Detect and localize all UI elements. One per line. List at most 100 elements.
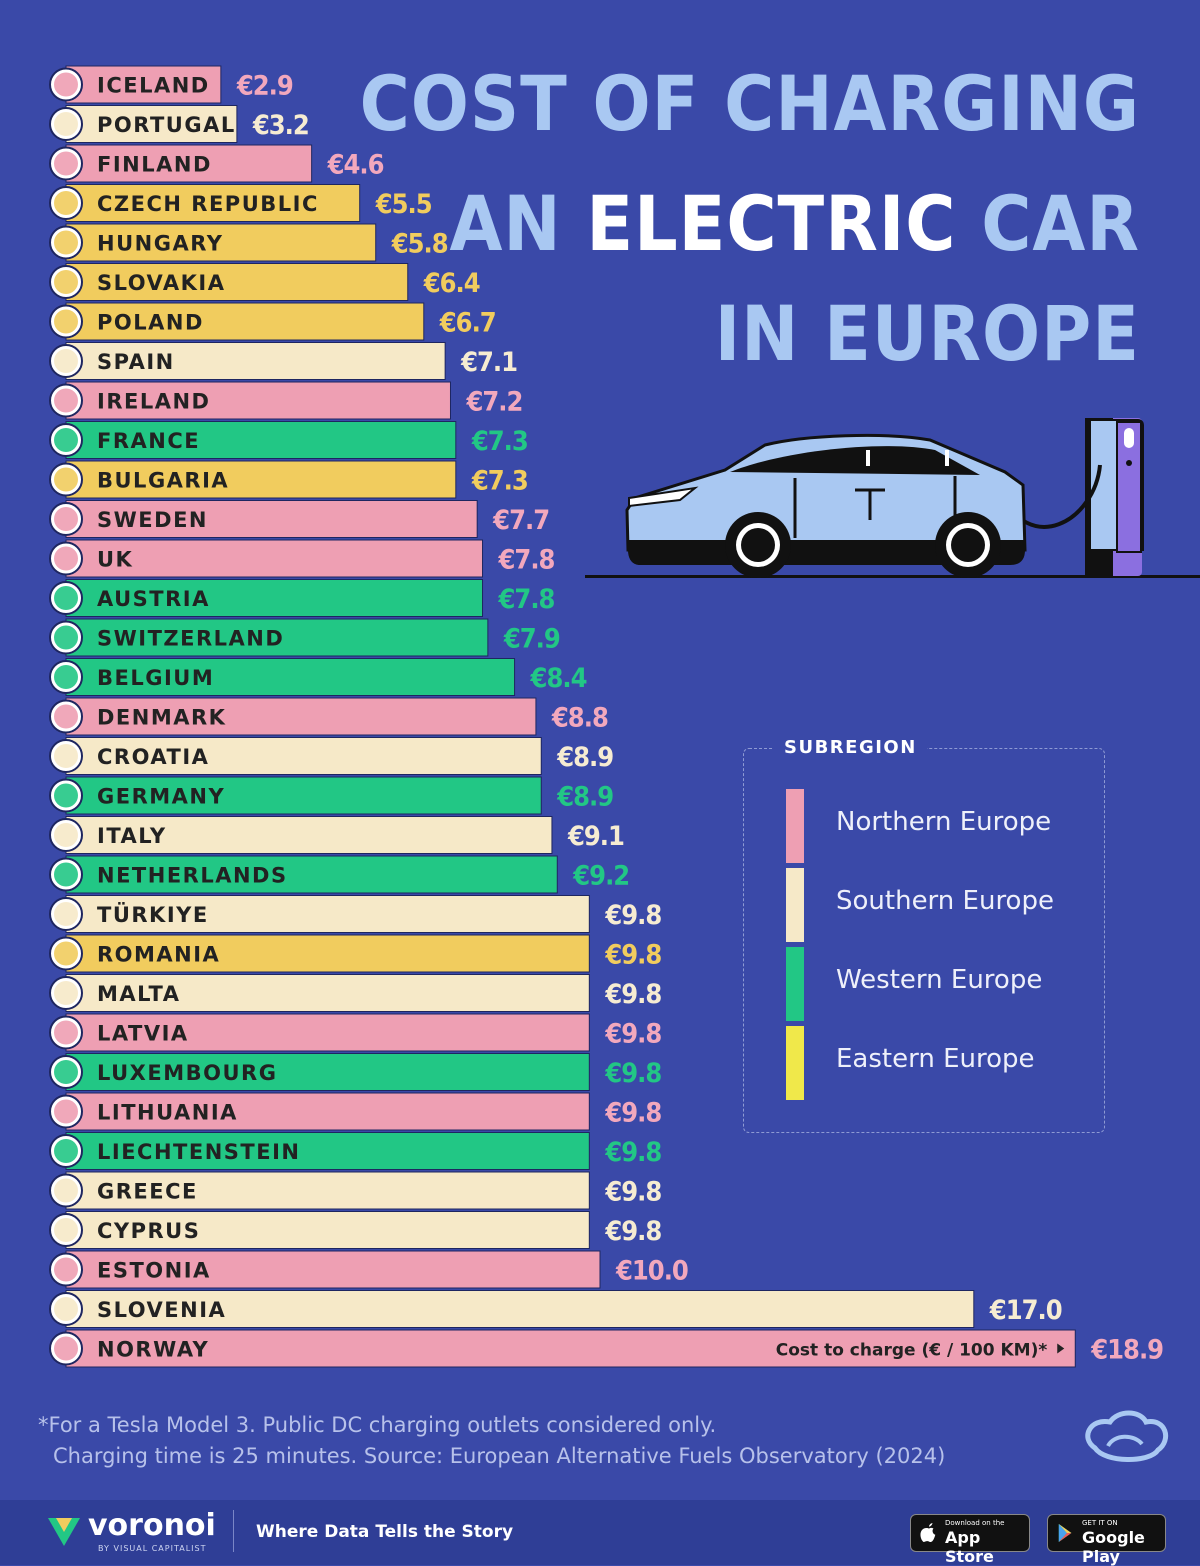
bar-category-label: FRANCE <box>97 429 200 453</box>
flag-icon-inner <box>54 1297 78 1321</box>
bar <box>65 1013 590 1052</box>
flag-icon-inner <box>54 665 78 689</box>
bar <box>65 65 222 104</box>
legend-item-northern: Northern Europe <box>786 789 1086 863</box>
flag-icon-inner <box>54 1178 78 1203</box>
bar-category-label: LATVIA <box>97 1022 189 1046</box>
flag-icon-inner <box>54 981 78 1005</box>
flag-icon-inner <box>54 823 78 847</box>
google-play-button[interactable]: GET IT ON Google Play <box>1047 1514 1166 1566</box>
legend-label: Western Europe <box>836 965 1043 995</box>
app-store-button[interactable]: Download on the App Store <box>910 1514 1030 1566</box>
bar-category-label: LIECHTENSTEIN <box>97 1140 300 1164</box>
bar-category-label: ITALY <box>97 824 167 848</box>
title-electric: ELECTRIC <box>586 179 957 268</box>
google-play-icon <box>1058 1524 1072 1542</box>
flag-icon-inner <box>54 625 78 650</box>
bar <box>65 1053 590 1091</box>
footer: voronoi BY VISUAL CAPITALIST Where Data … <box>0 1500 1200 1566</box>
footnote: *For a Tesla Model 3. Public DC charging… <box>38 1410 945 1472</box>
flag-icon-inner <box>54 862 78 887</box>
title-line-2: AN ELECTRIC CAR <box>449 186 1140 262</box>
bar <box>65 500 478 538</box>
car-charger-illustration <box>585 418 1200 578</box>
bar-category-label: ICELAND <box>97 74 210 98</box>
title-car: CAR <box>981 179 1140 268</box>
bar <box>65 855 558 894</box>
bar-value-label: €4.6 <box>327 150 384 181</box>
bar-value-label: €7.8 <box>498 584 555 615</box>
bar-category-label: TÜRKIYE <box>97 902 209 927</box>
bar-value-label: €2.9 <box>236 71 293 102</box>
flag-icon-inner <box>54 388 78 413</box>
bar-category-label: SLOVENIA <box>97 1298 226 1322</box>
brand-sub: BY VISUAL CAPITALIST <box>98 1544 207 1553</box>
bar-value-label: €9.8 <box>604 1098 661 1129</box>
bar <box>65 144 313 183</box>
bar-value-label: €5.5 <box>375 189 432 220</box>
flag-icon-inner <box>54 309 78 334</box>
flag-icon-inner <box>54 1020 78 1045</box>
bar-category-label: GREECE <box>97 1180 198 1204</box>
flag-icon-inner <box>54 467 78 492</box>
flag-icon-inner <box>54 72 78 97</box>
legend-item-western: Western Europe <box>786 947 1086 1021</box>
legend-label: Eastern Europe <box>836 1044 1035 1074</box>
bar <box>65 342 446 380</box>
bar <box>65 737 542 775</box>
flag-icon-inner <box>54 546 78 571</box>
flag-icon-inner <box>54 1060 78 1084</box>
bar <box>65 460 457 499</box>
bar-category-label: SPAIN <box>97 350 175 374</box>
bar-category-label: NORWAY <box>97 1338 209 1362</box>
footer-divider <box>233 1510 234 1552</box>
flag-icon-inner <box>54 112 78 136</box>
bar-value-label: €7.2 <box>465 387 522 418</box>
bar-category-label: SLOVAKIA <box>97 271 225 295</box>
flag-icon-inner <box>54 586 78 610</box>
bar-value-label: €9.8 <box>604 1137 661 1168</box>
bar <box>65 539 484 578</box>
legend-swatch-eastern <box>786 1026 804 1100</box>
flag-icon-inner <box>54 1257 78 1282</box>
bar-value-label: €9.2 <box>572 861 629 892</box>
voronoi-logo-icon <box>48 1518 80 1546</box>
bar <box>65 579 484 617</box>
bar-category-label: UK <box>97 548 133 572</box>
bar-value-label: €7.3 <box>471 426 528 457</box>
bar-value-label: €10.0 <box>615 1256 688 1287</box>
legend-item-eastern: Eastern Europe <box>786 1026 1086 1100</box>
app-store-label: App Store <box>945 1528 994 1566</box>
bar-category-label: BELGIUM <box>97 666 214 690</box>
arrow-right-icon <box>1057 1343 1065 1354</box>
bar-category-label: LITHUANIA <box>97 1101 238 1125</box>
bar-value-label: €7.1 <box>460 347 517 378</box>
bar <box>65 1092 590 1131</box>
google-play-label: Google Play <box>1082 1528 1145 1566</box>
bar-value-label: €9.8 <box>604 940 661 971</box>
bar-value-label: €7.9 <box>503 624 560 655</box>
bar <box>65 776 542 815</box>
bar-value-label: €18.9 <box>1090 1335 1163 1366</box>
bar-value-label: €8.9 <box>556 742 613 773</box>
bar-category-label: CYPRUS <box>97 1219 200 1243</box>
bar <box>65 421 457 459</box>
legend-swatch-southern <box>786 868 804 942</box>
bar <box>65 934 590 973</box>
bar-category-label: NETHERLANDS <box>97 864 288 888</box>
flag-icon-inner <box>54 902 78 926</box>
bar-category-label: DENMARK <box>97 706 226 730</box>
title-an: AN <box>449 179 562 268</box>
bar <box>65 1132 590 1170</box>
legend: SUBREGION Northern Europe Southern Europ… <box>743 737 1105 1133</box>
bar <box>65 658 516 696</box>
bar-category-label: HUNGARY <box>97 232 223 256</box>
bar-category-label: BULGARIA <box>97 469 229 493</box>
brand-name[interactable]: voronoi <box>88 1508 216 1543</box>
legend-label: Southern Europe <box>836 886 1054 916</box>
bar <box>65 697 537 736</box>
flag-icon-inner <box>54 704 78 729</box>
bar <box>65 816 553 854</box>
bar <box>65 302 425 341</box>
legend-label: Northern Europe <box>836 807 1052 837</box>
